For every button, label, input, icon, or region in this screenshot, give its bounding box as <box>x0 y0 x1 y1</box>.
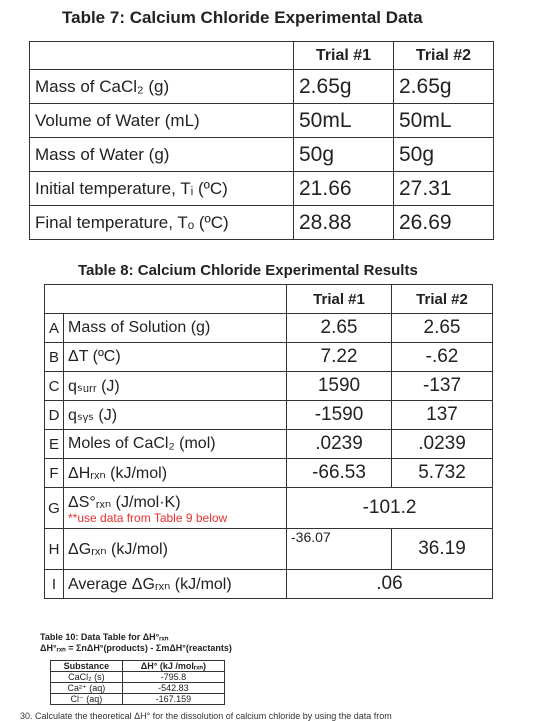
row-letter: F <box>44 458 64 488</box>
table7-title: Table 7: Calcium Chloride Experimental D… <box>62 8 423 27</box>
table7-header-trial2: Trial #2 <box>393 41 494 70</box>
table-row: Volume of Water (mL) 50mL 50mL <box>29 103 494 138</box>
trial2-value: 5.732 <box>391 458 493 488</box>
trial2-value: 50mL <box>393 103 494 138</box>
trial2-value: 2.65g <box>393 69 494 104</box>
row-label: ΔS°ᵣₓₙ (J/mol·K) **use data from Table 9… <box>63 487 287 529</box>
trial1-value: -1590 <box>286 400 392 430</box>
combined-value: -101.2 <box>286 487 493 529</box>
table8-header-trial1: Trial #1 <box>286 284 392 314</box>
entropy-label: ΔS°ᵣₓₙ (J/mol·K) <box>68 494 181 511</box>
row-letter: G <box>44 487 64 529</box>
table-row: D qₛᵧₛ (J) -1590 137 <box>44 400 493 430</box>
row-label: ΔHᵣₓₙ (kJ/mol) <box>63 458 287 488</box>
row-label: Average ΔGᵣₓₙ (kJ/mol) <box>63 569 287 599</box>
trial1-value: 2.65 <box>286 313 392 343</box>
trial2-value: 26.69 <box>393 205 494 240</box>
table-row: E Moles of CaCl₂ (mol) .0239 .0239 <box>44 429 493 459</box>
table-row: G ΔS°ᵣₓₙ (J/mol·K) **use data from Table… <box>44 487 493 529</box>
trial2-value: 2.65 <box>391 313 493 343</box>
table8-header-trial2: Trial #2 <box>391 284 493 314</box>
row-label: ΔGᵣₓₙ (kJ/mol) <box>63 528 287 570</box>
substance-cell: Cl⁻ (aq) <box>50 693 123 705</box>
trial1-value: 7.22 <box>286 342 392 372</box>
table-row: B ΔT (ºC) 7.22 -.62 <box>44 342 493 372</box>
table7-header-blank <box>29 41 294 70</box>
table-row: Final temperature, Tₒ (ºC) 28.88 26.69 <box>29 205 494 240</box>
row-label: Moles of CaCl₂ (mol) <box>63 429 287 459</box>
row-label: Mass of Solution (g) <box>63 313 287 343</box>
table9-note: **use data from Table 9 below <box>68 511 228 525</box>
table8-header-blank <box>44 284 287 314</box>
trial2-value: 27.31 <box>393 171 494 206</box>
table-row: Ca²⁺ (aq) -542.83 <box>50 682 226 694</box>
table10-header-substance: Substance <box>50 660 123 672</box>
table10-header-row: Substance ΔH° (kJ /molᵣₓₙ) <box>50 660 226 672</box>
trial1-value: .0239 <box>286 429 392 459</box>
row-label: Volume of Water (mL) <box>29 103 294 138</box>
table-row: I Average ΔGᵣₓₙ (kJ/mol) .06 <box>44 569 493 599</box>
trial2-value: 50g <box>393 137 494 172</box>
trial2-value: -137 <box>391 371 493 401</box>
trial2-value: -.62 <box>391 342 493 372</box>
table-row: Mass of Water (g) 50g 50g <box>29 137 494 172</box>
row-label: Initial temperature, Tᵢ (ºC) <box>29 171 294 206</box>
row-letter: E <box>44 429 64 459</box>
table8-title: Table 8: Calcium Chloride Experimental R… <box>78 262 418 279</box>
trial1-value: -66.53 <box>286 458 392 488</box>
substance-cell: Ca²⁺ (aq) <box>50 682 123 694</box>
substance-cell: CaCl₂ (s) <box>50 671 123 683</box>
row-letter: C <box>44 371 64 401</box>
table-row: F ΔHᵣₓₙ (kJ/mol) -66.53 5.732 <box>44 458 493 488</box>
trial1-value: 1590 <box>286 371 392 401</box>
trial1-value: -36.07 <box>286 528 392 570</box>
table8: Trial #1 Trial #2 A Mass of Solution (g)… <box>44 284 493 599</box>
table7-header-trial1: Trial #1 <box>293 41 394 70</box>
table8-header-row: Trial #1 Trial #2 <box>44 284 493 314</box>
row-label: Final temperature, Tₒ (ºC) <box>29 205 294 240</box>
table-row: CaCl₂ (s) -795.8 <box>50 671 226 683</box>
table10-equation: ΔH°ᵣₓₙ = ΣnΔH°(products) - ΣmΔH°(reactan… <box>40 643 232 653</box>
row-label: ΔT (ºC) <box>63 342 287 372</box>
combined-value: .06 <box>286 569 493 599</box>
table10: Substance ΔH° (kJ /molᵣₓₙ) CaCl₂ (s) -79… <box>50 660 226 705</box>
table7: Trial #1 Trial #2 Mass of CaCl₂ (g) 2.65… <box>29 41 494 240</box>
trial2-value: .0239 <box>391 429 493 459</box>
table7-header-row: Trial #1 Trial #2 <box>29 41 494 70</box>
question-fragment: 30. Calculate the theoretical ΔH° for th… <box>20 711 392 721</box>
table10-header-value: ΔH° (kJ /molᵣₓₙ) <box>121 660 226 672</box>
table-row: Cl⁻ (aq) -167.159 <box>50 693 226 705</box>
table10-title: Table 10: Data Table for ΔH°ᵣₓₙ <box>40 632 169 642</box>
trial1-value: 28.88 <box>293 205 394 240</box>
row-label: Mass of CaCl₂ (g) <box>29 69 294 104</box>
row-letter: B <box>44 342 64 372</box>
enthalpy-cell: -795.8 <box>121 671 226 683</box>
table-row: A Mass of Solution (g) 2.65 2.65 <box>44 313 493 343</box>
trial1-value: 21.66 <box>293 171 394 206</box>
row-label: Mass of Water (g) <box>29 137 294 172</box>
enthalpy-cell: -167.159 <box>121 693 226 705</box>
table-row: H ΔGᵣₓₙ (kJ/mol) -36.07 36.19 <box>44 528 493 570</box>
trial2-value: 36.19 <box>391 528 493 570</box>
row-letter: H <box>44 528 64 570</box>
trial1-value: 2.65g <box>293 69 394 104</box>
row-letter: A <box>44 313 64 343</box>
row-letter: D <box>44 400 64 430</box>
table-row: Mass of CaCl₂ (g) 2.65g 2.65g <box>29 69 494 104</box>
table-row: Initial temperature, Tᵢ (ºC) 21.66 27.31 <box>29 171 494 206</box>
table-row: C qₛᵤᵣᵣ (J) 1590 -137 <box>44 371 493 401</box>
row-label: qₛᵤᵣᵣ (J) <box>63 371 287 401</box>
trial2-value: 137 <box>391 400 493 430</box>
trial1-value: 50mL <box>293 103 394 138</box>
row-letter: I <box>44 569 64 599</box>
trial1-value: 50g <box>293 137 394 172</box>
row-label: qₛᵧₛ (J) <box>63 400 287 430</box>
enthalpy-cell: -542.83 <box>121 682 226 694</box>
